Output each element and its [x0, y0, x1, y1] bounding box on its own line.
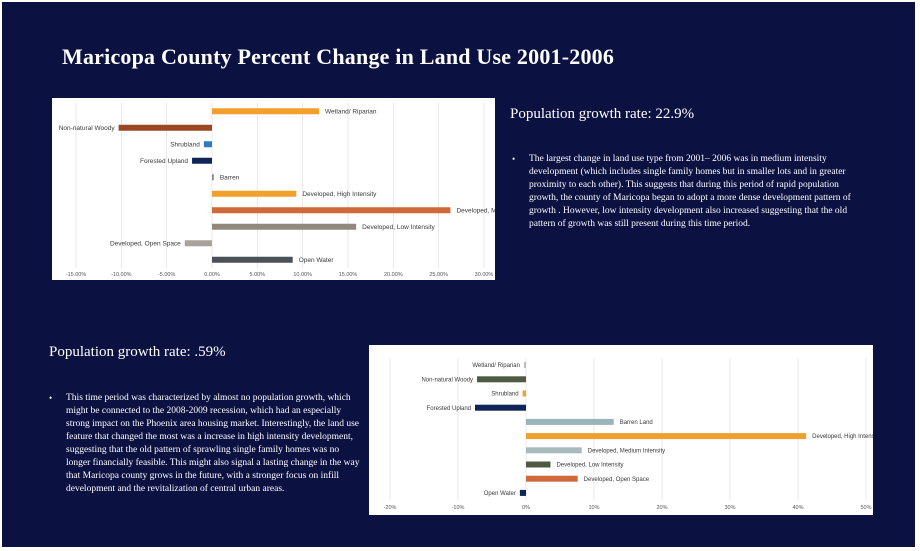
category-label: Developed, High Intensity — [302, 191, 377, 198]
x-tick-label: -5.00% — [158, 272, 176, 278]
bar — [475, 404, 526, 411]
category-label: Developed, High Intensity — [812, 434, 873, 440]
bar — [523, 362, 526, 369]
chart-2001-2006-panel: -15.00% -10.00% -5.00% 0.00% 5.00% 10.00% 15.0… — [52, 98, 495, 280]
bar — [203, 141, 212, 148]
category-label: Developed, Low Intensity — [362, 224, 435, 231]
x-tick-label: 40% — [792, 505, 803, 511]
category-label: Shrubland — [491, 392, 518, 398]
x-tick-label: 30% — [724, 505, 735, 511]
x-tick-label: 0.00% — [204, 272, 220, 278]
bar — [526, 447, 582, 454]
x-tick-label: 20.00% — [384, 272, 403, 278]
analysis-text-2: This time period was characterized by al… — [66, 393, 360, 494]
bar — [212, 256, 293, 263]
bullet-dot: • — [512, 154, 516, 164]
chart-2001-2006: -15.00% -10.00% -5.00% 0.00% 5.00% 10.00% 15.0… — [59, 103, 495, 278]
bar — [519, 489, 526, 496]
bar — [522, 390, 526, 397]
x-tick-label: 25.00% — [429, 272, 448, 278]
category-label: Barren Land — [620, 420, 653, 426]
category-label: Shrubland — [170, 142, 200, 149]
bar — [212, 174, 214, 181]
bar — [212, 108, 319, 115]
category-label: Developed, Open Space — [584, 477, 650, 483]
chart-2006-2011-panel: -20% -10% 0% 10% 20% 30% 40% 50% Wetland/ Ripari… — [369, 345, 873, 515]
category-label: Non-natural Woody — [421, 377, 473, 383]
x-tick-label: -10.00% — [111, 272, 132, 278]
category-label: Developed, Low Intensity — [556, 463, 623, 469]
category-label: Barren — [220, 175, 240, 182]
x-tick-label: 10% — [588, 505, 599, 511]
category-label: Open Water — [299, 257, 335, 264]
category-label: Developed, Medium Intensity — [456, 208, 495, 215]
category-label: Forested Upland — [140, 158, 188, 165]
x-tick-label: 30.00% — [475, 272, 494, 278]
category-label: Open Water — [484, 491, 516, 497]
analysis-bullet-2: • This time period was characterized by … — [49, 392, 361, 496]
bar — [212, 223, 357, 230]
bar — [212, 190, 297, 197]
x-tick-label: 50% — [860, 505, 871, 511]
x-tick-label: 10.00% — [293, 272, 312, 278]
x-tick-label: -15.00% — [66, 272, 87, 278]
bullet-dot: • — [49, 393, 53, 403]
bar — [477, 376, 526, 383]
bar — [526, 461, 551, 468]
growth-rate-label-2: Population growth rate: .59% — [49, 344, 226, 360]
bar — [526, 433, 807, 440]
category-label: Wetland/ Riparian — [472, 363, 520, 369]
bar — [192, 157, 212, 164]
x-tick-label: -20% — [384, 505, 397, 511]
x-tick-label: 0% — [522, 505, 530, 511]
bar — [118, 124, 212, 131]
category-label: Developed, Medium Intensity — [588, 448, 665, 454]
category-label: Non-natural Woody — [59, 125, 116, 132]
analysis-text-1: The largest change in land use type from… — [529, 154, 851, 229]
bar — [184, 240, 212, 247]
growth-rate-label-1: Population growth rate: 22.9% — [510, 106, 695, 122]
slide-title: Maricopa County Percent Change in Land U… — [62, 44, 615, 69]
x-tick-label: 5.00% — [250, 272, 266, 278]
category-label: Developed, Open Space — [110, 241, 181, 248]
bar — [526, 418, 614, 425]
category-label: Forested Upland — [427, 406, 471, 412]
x-tick-label: 15.00% — [339, 272, 358, 278]
chart-2006-2011: -20% -10% 0% 10% 20% 30% 40% 50% Wetland/ Ripari… — [384, 358, 873, 511]
bar — [212, 207, 451, 214]
bar — [526, 475, 578, 482]
category-label: Wetland/ Riparian — [325, 109, 377, 116]
analysis-bullet-1: • The largest change in land use type fr… — [512, 153, 862, 231]
x-tick-label: 20% — [656, 505, 667, 511]
x-tick-label: -10% — [452, 505, 465, 511]
